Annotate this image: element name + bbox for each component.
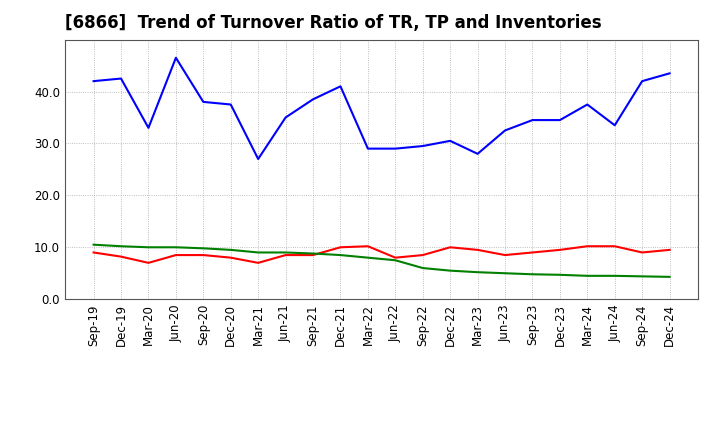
Inventories: [473, 270, 482, 275]
Trade Receivables: [611, 244, 619, 249]
Trade Receivables: [528, 250, 537, 255]
Trade Payables: [500, 128, 509, 133]
Trade Payables: [583, 102, 592, 107]
Inventories: [418, 265, 427, 271]
Inventories: [665, 274, 674, 279]
Trade Receivables: [117, 254, 125, 259]
Trade Receivables: [556, 247, 564, 253]
Line: Trade Payables: Trade Payables: [94, 58, 670, 159]
Trade Receivables: [638, 250, 647, 255]
Inventories: [556, 272, 564, 278]
Trade Payables: [528, 117, 537, 123]
Trade Receivables: [144, 260, 153, 265]
Inventories: [309, 251, 318, 256]
Inventories: [391, 258, 400, 263]
Inventories: [254, 250, 263, 255]
Trade Receivables: [336, 245, 345, 250]
Trade Payables: [254, 156, 263, 161]
Line: Trade Receivables: Trade Receivables: [94, 246, 670, 263]
Trade Receivables: [199, 253, 207, 258]
Trade Payables: [446, 138, 454, 143]
Trade Receivables: [89, 250, 98, 255]
Trade Payables: [309, 97, 318, 102]
Trade Payables: [473, 151, 482, 157]
Trade Payables: [364, 146, 372, 151]
Trade Receivables: [665, 247, 674, 253]
Trade Payables: [226, 102, 235, 107]
Trade Receivables: [364, 244, 372, 249]
Inventories: [446, 268, 454, 273]
Text: [6866]  Trend of Turnover Ratio of TR, TP and Inventories: [6866] Trend of Turnover Ratio of TR, TP…: [65, 15, 601, 33]
Trade Payables: [89, 78, 98, 84]
Trade Payables: [336, 84, 345, 89]
Trade Payables: [665, 71, 674, 76]
Trade Receivables: [391, 255, 400, 260]
Inventories: [282, 250, 290, 255]
Inventories: [611, 273, 619, 279]
Trade Payables: [391, 146, 400, 151]
Inventories: [199, 246, 207, 251]
Trade Receivables: [171, 253, 180, 258]
Trade Receivables: [418, 253, 427, 258]
Inventories: [336, 253, 345, 258]
Trade Payables: [418, 143, 427, 149]
Inventories: [144, 245, 153, 250]
Inventories: [500, 271, 509, 276]
Trade Receivables: [446, 245, 454, 250]
Inventories: [117, 244, 125, 249]
Inventories: [89, 242, 98, 247]
Inventories: [171, 245, 180, 250]
Trade Payables: [556, 117, 564, 123]
Trade Receivables: [282, 253, 290, 258]
Inventories: [226, 247, 235, 253]
Trade Payables: [144, 125, 153, 131]
Inventories: [364, 255, 372, 260]
Trade Receivables: [473, 247, 482, 253]
Inventories: [583, 273, 592, 279]
Inventories: [528, 271, 537, 277]
Trade Payables: [638, 78, 647, 84]
Line: Inventories: Inventories: [94, 245, 670, 277]
Trade Payables: [611, 123, 619, 128]
Trade Receivables: [500, 253, 509, 258]
Inventories: [638, 274, 647, 279]
Trade Payables: [282, 115, 290, 120]
Trade Receivables: [226, 255, 235, 260]
Trade Receivables: [583, 244, 592, 249]
Trade Payables: [199, 99, 207, 105]
Trade Payables: [171, 55, 180, 60]
Trade Receivables: [309, 253, 318, 258]
Trade Receivables: [254, 260, 263, 265]
Trade Payables: [117, 76, 125, 81]
